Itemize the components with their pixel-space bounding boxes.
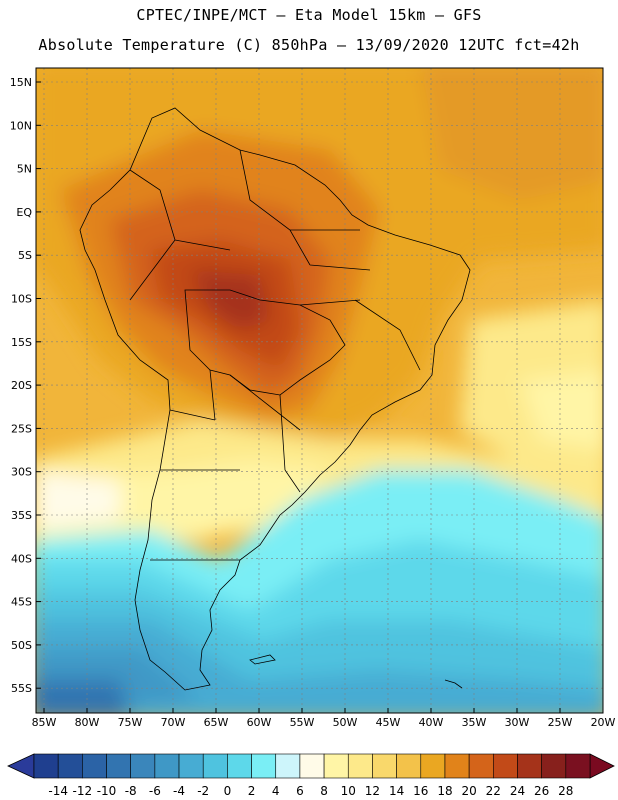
lon-label: 40W [419, 716, 444, 729]
colorbar-label: 14 [389, 784, 404, 798]
colorbar-swatch [154, 753, 180, 779]
colorbar-swatch [517, 753, 542, 779]
colorbar-under-arrow [7, 753, 35, 779]
colorbar-label: 6 [296, 784, 304, 798]
colorbar: -14 -12 -10 -8 -6 -4 -2 0 2 4 6 8 10 12 14 16 18 20 22 24 26… [7, 753, 615, 798]
colorbar-label: 10 [341, 784, 356, 798]
colorbar-label: -4 [173, 784, 185, 798]
colorbar-label: 20 [461, 784, 476, 798]
colorbar-label: 22 [486, 784, 501, 798]
lon-label: 65W [204, 716, 229, 729]
colorbar-swatch [251, 753, 277, 779]
lon-label: 25W [548, 716, 573, 729]
colorbar-label: 8 [320, 784, 328, 798]
colorbar-label: -2 [197, 784, 209, 798]
longitude-labels: 85W 80W 75W 70W 65W 60W 55W 50W 45W 40W 35W 30W 25W 2… [32, 716, 616, 729]
lat-label: 50S [11, 639, 32, 652]
colorbar-label: 12 [365, 784, 380, 798]
lon-label: 70W [161, 716, 186, 729]
colorbar-swatch [299, 753, 325, 779]
lat-label: 5S [18, 249, 32, 262]
map-frame [35, 67, 604, 714]
colorbar-swatch [33, 753, 59, 779]
colorbar-label: -6 [149, 784, 161, 798]
colorbar-label: 28 [558, 784, 573, 798]
colorbar-label: 2 [248, 784, 256, 798]
lat-label: 10N [10, 119, 32, 132]
colorbar-label: -14 [48, 784, 68, 798]
lon-label: 80W [75, 716, 100, 729]
lon-label: 45W [376, 716, 401, 729]
lat-label: EQ [16, 206, 32, 219]
colorbar-swatch [541, 753, 567, 779]
lat-label: 40S [11, 552, 32, 565]
lon-label: 50W [333, 716, 358, 729]
colorbar-swatch [372, 753, 397, 779]
title-field: Absolute Temperature (C) 850hPa – 13/09/… [38, 36, 580, 54]
colorbar-swatch [227, 753, 252, 779]
lat-label: 20S [11, 379, 32, 392]
colorbar-label: -12 [73, 784, 93, 798]
colorbar-swatch [178, 753, 204, 779]
lat-label: 30S [11, 466, 32, 479]
colorbar-label: 26 [534, 784, 549, 798]
colorbar-label: 18 [437, 784, 452, 798]
colorbar-swatch [444, 753, 470, 779]
coastlines [79, 107, 471, 691]
graticule [36, 68, 604, 713]
colorbar-swatch [57, 753, 83, 779]
colorbar-label: 16 [413, 784, 428, 798]
temperature-field [36, 68, 603, 713]
colorbar-label: 4 [272, 784, 280, 798]
colorbar-label: 24 [510, 784, 525, 798]
lat-label: 15S [11, 336, 32, 349]
lat-label: 45S [11, 596, 32, 609]
lon-label: 35W [462, 716, 487, 729]
lon-label: 55W [290, 716, 315, 729]
colorbar-swatch [130, 753, 156, 779]
colorbar-label: -10 [97, 784, 117, 798]
lat-label: 35S [11, 509, 32, 522]
colorbar-swatch [420, 753, 446, 779]
colorbar-label: 0 [224, 784, 232, 798]
lon-label: 30W [505, 716, 530, 729]
colorbar-swatch [468, 753, 494, 779]
lon-label: 60W [247, 716, 272, 729]
colorbar-over-arrow [589, 753, 615, 779]
lat-label: 15N [10, 76, 32, 89]
colorbar-swatch [106, 753, 131, 779]
lat-label: 25S [11, 422, 32, 435]
lat-label: 10S [11, 293, 32, 306]
colorbar-swatch [323, 753, 349, 779]
title-model: CPTEC/INPE/MCT – Eta Model 15km – GFS [136, 6, 482, 24]
colorbar-swatch [275, 753, 301, 779]
lon-label: 85W [32, 716, 57, 729]
lon-label: 75W [118, 716, 143, 729]
colorbar-swatch [202, 753, 228, 779]
lon-label: 20W [591, 716, 616, 729]
lat-label: 5N [17, 163, 32, 176]
lat-label: 55S [11, 682, 32, 695]
colorbar-label: -8 [125, 784, 137, 798]
colorbar-swatch [82, 753, 107, 779]
latitude-labels: 15N 10N 5N EQ 5S 10S 15S 20S 25S 30S 35S 40S 45S 50S 5… [10, 76, 33, 695]
colorbar-swatch [493, 753, 518, 779]
colorbar-swatch [565, 753, 591, 779]
colorbar-swatch [396, 753, 422, 779]
colorbar-swatch [347, 753, 373, 779]
